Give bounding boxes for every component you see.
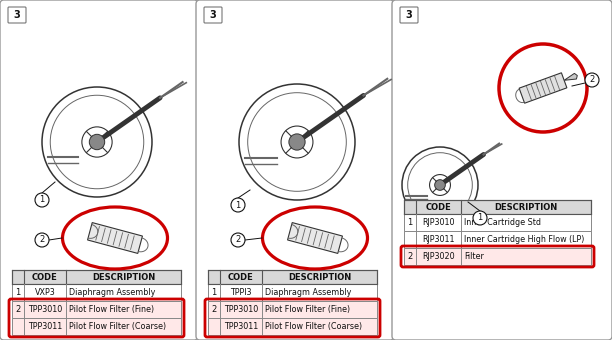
Bar [12,284,181,301]
Bar [404,248,591,265]
Text: CODE: CODE [425,203,452,211]
Bar [404,214,591,231]
FancyBboxPatch shape [392,0,612,340]
Circle shape [35,233,49,247]
Text: 1: 1 [236,201,241,209]
Text: 3: 3 [13,10,20,20]
Text: VXP3: VXP3 [35,288,55,297]
Text: 2: 2 [408,252,412,261]
Text: 2: 2 [236,236,241,244]
Text: 2: 2 [15,305,21,314]
Polygon shape [88,223,143,253]
Circle shape [585,73,599,87]
Text: Inner Cartridge Std: Inner Cartridge Std [464,218,541,227]
Text: DESCRIPTION: DESCRIPTION [494,203,558,211]
Circle shape [473,211,487,225]
Bar [208,301,377,318]
Text: TPP3010: TPP3010 [224,305,258,314]
Text: DESCRIPTION: DESCRIPTION [92,272,155,282]
Text: 1: 1 [477,214,483,222]
Text: RJP3011: RJP3011 [422,235,455,244]
Text: TPP3010: TPP3010 [28,305,62,314]
Text: 1: 1 [408,218,412,227]
Text: Inner Cartridge High Flow (LP): Inner Cartridge High Flow (LP) [464,235,584,244]
Bar [12,301,181,318]
Text: Pilot Flow Filter (Fine): Pilot Flow Filter (Fine) [265,305,350,314]
Text: 2: 2 [39,236,45,244]
Text: CODE: CODE [228,272,254,282]
Bar [208,318,377,335]
Circle shape [231,233,245,247]
Circle shape [35,193,49,207]
FancyBboxPatch shape [8,7,26,23]
Ellipse shape [435,180,446,190]
Text: DESCRIPTION: DESCRIPTION [288,272,351,282]
Text: Pilot Flow Filter (Fine): Pilot Flow Filter (Fine) [69,305,154,314]
Text: TPP3011: TPP3011 [224,322,258,331]
Text: 2: 2 [211,305,217,314]
FancyBboxPatch shape [0,0,198,340]
Ellipse shape [289,134,305,150]
FancyBboxPatch shape [196,0,394,340]
Text: TPP3011: TPP3011 [28,322,62,331]
Text: RJP3010: RJP3010 [422,218,455,227]
Text: 1: 1 [39,195,45,204]
Ellipse shape [89,134,105,150]
Circle shape [231,198,245,212]
Text: TPPI3: TPPI3 [230,288,252,297]
Bar [208,270,377,284]
Bar [208,284,377,301]
Text: 3: 3 [406,10,412,20]
Text: 1: 1 [15,288,21,297]
Bar [404,200,591,214]
Text: Pilot Flow Filter (Coarse): Pilot Flow Filter (Coarse) [69,322,166,331]
Text: 1: 1 [211,288,217,297]
Text: Filter: Filter [464,252,484,261]
Text: RJP3020: RJP3020 [422,252,455,261]
Polygon shape [519,73,567,103]
Bar [404,231,591,248]
Text: 2: 2 [589,75,595,85]
Text: Pilot Flow Filter (Coarse): Pilot Flow Filter (Coarse) [265,322,362,331]
Text: 3: 3 [210,10,217,20]
FancyBboxPatch shape [400,7,418,23]
Polygon shape [564,73,577,80]
Text: Diaphragm Assembly: Diaphragm Assembly [69,288,155,297]
Text: Diaphragm Assembly: Diaphragm Assembly [265,288,351,297]
Bar [12,318,181,335]
FancyBboxPatch shape [204,7,222,23]
Bar [12,270,181,284]
Polygon shape [288,223,343,253]
Text: CODE: CODE [32,272,58,282]
